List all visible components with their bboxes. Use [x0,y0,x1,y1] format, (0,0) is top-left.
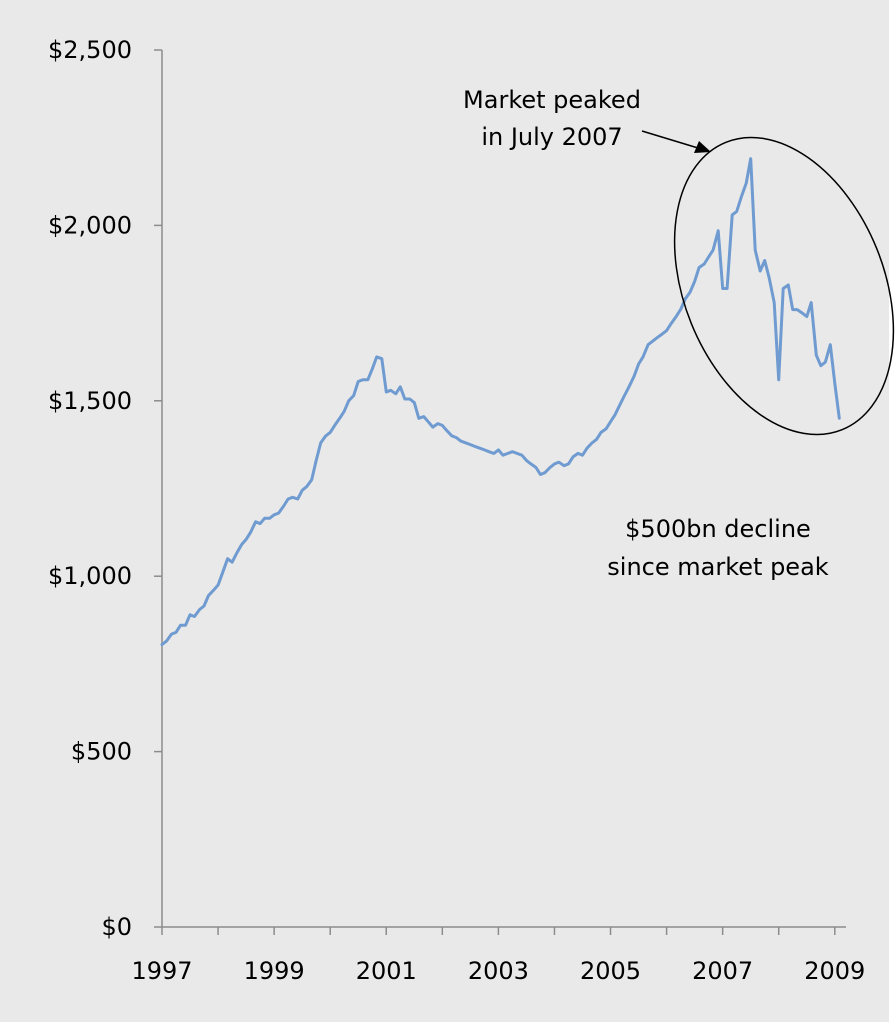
x-tick-label: 2007 [692,957,753,985]
peak-annotation-arrow [641,130,699,149]
peak-annotation-line-2: in July 2007 [481,123,622,151]
y-tick-label: $2,500 [48,36,132,64]
decline-annotation-line-1: $500bn decline [625,515,811,543]
x-tick-label: 1997 [131,957,192,985]
y-tick-label: $1,500 [48,387,132,415]
peak-annotation: Market peaked in July 2007 [463,86,711,153]
x-tick-label: 2009 [804,957,865,985]
arrow-head-icon [694,141,711,153]
decline-annotation-line-2: since market peak [607,553,828,581]
y-tick-label: $500 [71,738,132,766]
x-tick-label: 2001 [356,957,417,985]
decline-annotation: $500bn decline since market peak [607,515,828,581]
axes [161,50,846,928]
x-tick-label: 1999 [244,957,305,985]
y-tick-label: $2,000 [48,211,132,239]
peak-annotation-line-1: Market peaked [463,86,641,114]
x-ticks: 1997 1999 2001 2003 2005 2007 2009 [131,927,865,985]
series-line [160,157,841,647]
y-tick-label: $0 [101,913,132,941]
x-tick-label: 2003 [468,957,529,985]
y-ticks: $0 $500 $1,000 $1,500 $2,000 $2,500 [48,36,162,941]
y-tick-label: $1,000 [48,562,132,590]
x-tick-label: 2005 [580,957,641,985]
peak-highlight-ellipse [673,136,895,436]
